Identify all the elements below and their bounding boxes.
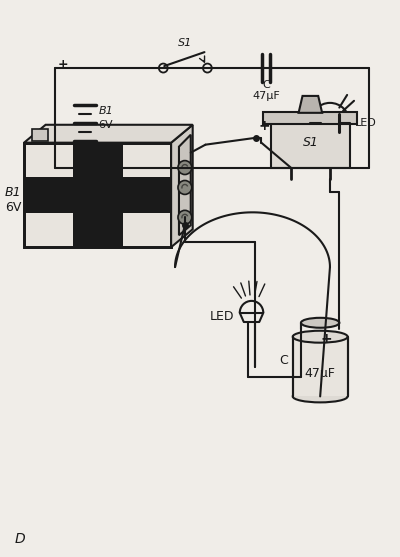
Text: +: +: [258, 119, 270, 133]
Polygon shape: [32, 129, 48, 141]
Circle shape: [203, 63, 212, 72]
Bar: [271, 118, 350, 168]
Circle shape: [310, 103, 350, 143]
Bar: [293, 337, 348, 397]
Text: C: C: [279, 354, 288, 367]
Text: LED: LED: [354, 118, 376, 128]
Circle shape: [178, 160, 192, 174]
Polygon shape: [321, 114, 339, 132]
Circle shape: [159, 63, 168, 72]
Circle shape: [178, 180, 192, 194]
Text: D: D: [14, 532, 25, 546]
Text: S1: S1: [178, 38, 192, 48]
Text: C: C: [262, 80, 270, 90]
Text: 47μF: 47μF: [305, 367, 336, 380]
Bar: [24, 143, 171, 247]
Polygon shape: [298, 96, 322, 113]
Bar: [24, 143, 171, 247]
Bar: [24, 177, 171, 213]
Ellipse shape: [293, 390, 348, 402]
Text: B1: B1: [4, 186, 21, 199]
Text: 47μF: 47μF: [252, 91, 280, 101]
Polygon shape: [171, 125, 193, 247]
Text: B1: B1: [98, 106, 113, 116]
Text: 6V: 6V: [5, 201, 21, 214]
Circle shape: [178, 211, 192, 224]
Text: +: +: [320, 331, 332, 346]
Text: LED: LED: [209, 310, 234, 323]
Bar: [72, 143, 122, 247]
Text: +: +: [57, 58, 68, 71]
Bar: [263, 112, 358, 124]
Polygon shape: [24, 125, 193, 143]
Text: S1: S1: [302, 136, 318, 149]
Ellipse shape: [293, 331, 348, 343]
Ellipse shape: [301, 318, 339, 328]
Polygon shape: [179, 135, 191, 235]
Text: 6V: 6V: [98, 120, 113, 130]
